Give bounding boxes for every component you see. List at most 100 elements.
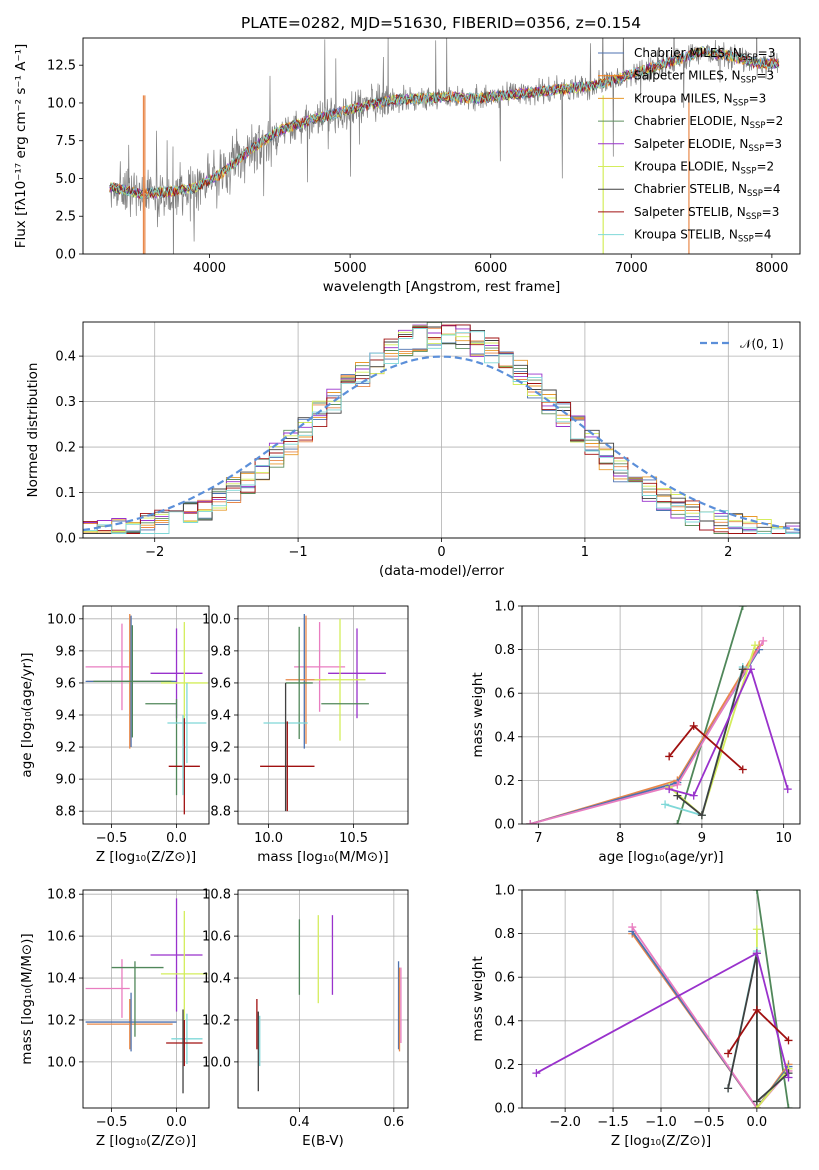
weight-line [668, 666, 789, 797]
y-tick-label: 9.4 [55, 709, 76, 724]
weight-marker [526, 820, 535, 824]
x-tick-label: −2.0 [549, 1115, 581, 1130]
panel-mass-vs-EBV: 0.4 0.6 10.0 10.2 10.4 10.6 10.8 E(B-V) [202, 888, 409, 1149]
y-tick-label: 10.8 [47, 888, 76, 903]
axes-frame [521, 889, 801, 1109]
normal-curve [83, 355, 800, 532]
weight-marker [752, 1097, 761, 1106]
y-axis-label: Normed distribution [25, 363, 41, 498]
weight-marker [784, 1036, 793, 1045]
x-tick-label: −0.5 [96, 831, 128, 846]
model-spectrum [109, 47, 780, 200]
weight-line [631, 930, 790, 1108]
panel-spectrum: 4000 5000 6000 7000 8000 0.0 2.5 5.0 7.5 10.0 12.5… [13, 37, 801, 295]
x-axis-label: (data-model)/error [379, 563, 505, 579]
y-tick-label: 0.3 [55, 395, 76, 410]
weight-marker [738, 606, 747, 610]
plot-area [256, 915, 402, 1092]
x-axis-label: wavelength [Angstrom, rest frame] [323, 279, 561, 295]
x-tick-label: 10 [775, 831, 792, 846]
x-tick-label: 0 [437, 545, 445, 560]
y-tick-label: 2.5 [55, 210, 76, 225]
weight-marker [752, 949, 761, 958]
weight-marker [661, 800, 670, 809]
y-tick-label: 0.4 [494, 1014, 515, 1029]
legend-entry: Salpeter STELIB, NSSP=3 [634, 205, 779, 222]
x-tick-label: 0.0 [166, 1115, 187, 1130]
y-tick-label: 10.2 [202, 1013, 231, 1028]
x-tick-label: −2 [145, 545, 164, 560]
weight-marker [752, 1005, 761, 1014]
x-tick-label: 0.4 [289, 1115, 310, 1130]
x-tick-label: −1 [289, 545, 308, 560]
y-tick-label: 0.0 [55, 532, 76, 547]
y-tick-label: 9.2 [210, 741, 231, 756]
y-tick-label: 8.8 [210, 805, 231, 820]
y-tick-label: 9.6 [55, 676, 76, 691]
weight-marker [746, 665, 755, 674]
weight-marker [697, 811, 706, 820]
x-tick-label: 5000 [334, 261, 367, 276]
y-tick-label: 0.8 [494, 643, 515, 658]
y-axis-label: mass weight [470, 956, 486, 1041]
x-axis-label: Z [log₁₀(Z/Z⊙)] [96, 849, 196, 865]
y-tick-label: 0.2 [494, 774, 515, 789]
weight-marker [628, 923, 637, 932]
y-tick-label: 9.2 [55, 741, 76, 756]
axes-frame [237, 605, 409, 825]
plot-area [532, 890, 793, 1108]
model-spectrum [109, 47, 780, 200]
weight-marker [724, 1049, 733, 1058]
y-tick-label: 10.4 [202, 972, 231, 987]
errorbar-point [85, 992, 177, 1052]
y-tick-label: 9.4 [210, 709, 231, 724]
weight-marker [784, 1073, 793, 1082]
x-tick-label: 7000 [615, 261, 648, 276]
y-tick-label: 9.0 [210, 773, 231, 788]
errorbar-point [260, 721, 315, 812]
panel-age-vs-mass: 10.0 10.5 8.8 9.0 9.2 9.4 9.6 9.8 10.0 mass [log₁… [202, 605, 409, 865]
y-tick-label: 10.0 [47, 1055, 76, 1070]
axes-frame [237, 889, 409, 1109]
x-axis-label: Z [log₁₀(Z/Z⊙)] [611, 1133, 711, 1149]
weight-marker [759, 636, 768, 645]
errorbar-point [167, 682, 207, 764]
weight-marker [673, 780, 682, 789]
legend-entry: Chabrier ELODIE, NSSP=2 [634, 114, 783, 131]
weight-marker [673, 820, 682, 824]
y-tick-label: 0.6 [494, 971, 515, 986]
axes-frame [82, 605, 210, 825]
panel-mass-weight-vs-age: 7 8 9 10 0.0 0.2 0.4 0.6 0.8 1.0 age [log₁₀(age/yr… [470, 600, 801, 865]
x-tick-label: −1.5 [597, 1115, 629, 1130]
y-tick-label: 0.4 [494, 730, 515, 745]
x-tick-label: 9 [698, 831, 706, 846]
plot-area [109, 38, 780, 254]
x-tick-label: 10.5 [339, 831, 368, 846]
x-tick-label: 0.6 [383, 1115, 404, 1130]
x-tick-label: 4000 [193, 261, 226, 276]
plot-area [85, 614, 208, 815]
y-tick-label: 10.0 [47, 612, 76, 627]
weight-line [727, 953, 790, 1104]
y-axis-label: Flux [fλ10⁻¹⁷ erg cm⁻² s⁻¹ A⁻¹] [13, 44, 29, 249]
weight-marker [689, 721, 698, 730]
y-tick-label: 0.1 [55, 486, 76, 501]
y-tick-label: 1.0 [494, 884, 515, 899]
axes-frame [521, 605, 801, 825]
axes-frame [82, 889, 210, 1109]
y-tick-label: 10.6 [47, 930, 76, 945]
histogram-series [83, 328, 800, 534]
x-tick-label: 6000 [474, 261, 507, 276]
y-tick-label: 10.0 [202, 612, 231, 627]
y-tick-label: 8.8 [55, 805, 76, 820]
y-tick-label: 9.8 [55, 644, 76, 659]
y-tick-label: 0.0 [55, 248, 76, 263]
x-tick-label: −0.5 [693, 1115, 725, 1130]
legend-entry: Salpeter MILES, NSSP=3 [634, 69, 774, 86]
x-tick-label: −1.0 [645, 1115, 677, 1130]
errorbar-point [294, 622, 346, 712]
x-tick-label: −0.5 [96, 1115, 128, 1130]
weight-marker [689, 791, 698, 800]
x-tick-label: 2 [724, 545, 732, 560]
plot-area [260, 614, 386, 812]
